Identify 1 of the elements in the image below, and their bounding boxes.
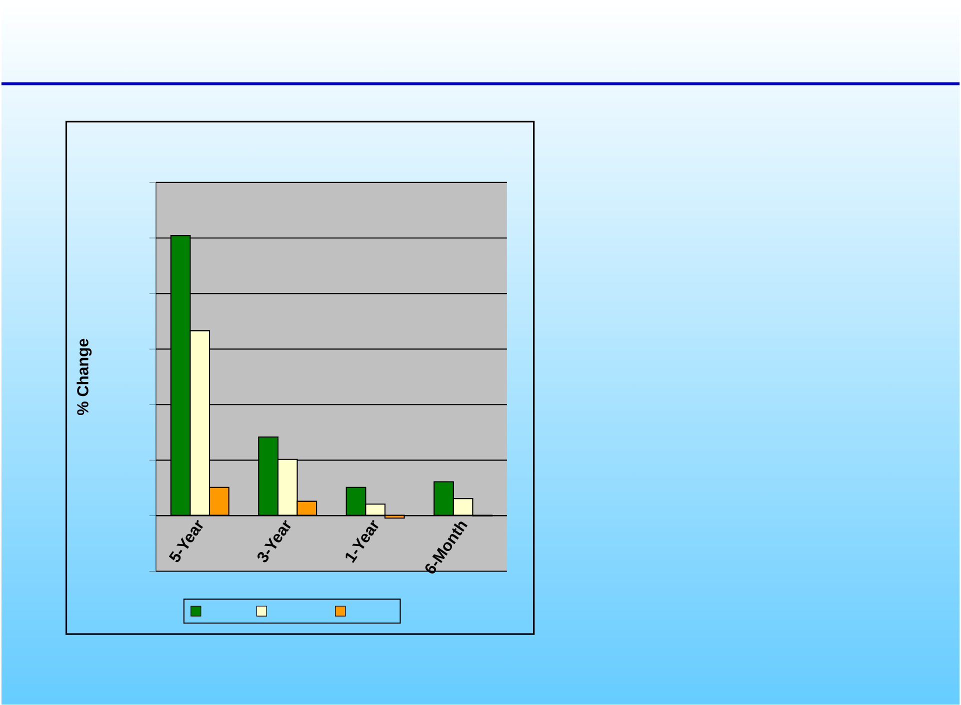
y-axis-title: % Change bbox=[76, 338, 92, 416]
